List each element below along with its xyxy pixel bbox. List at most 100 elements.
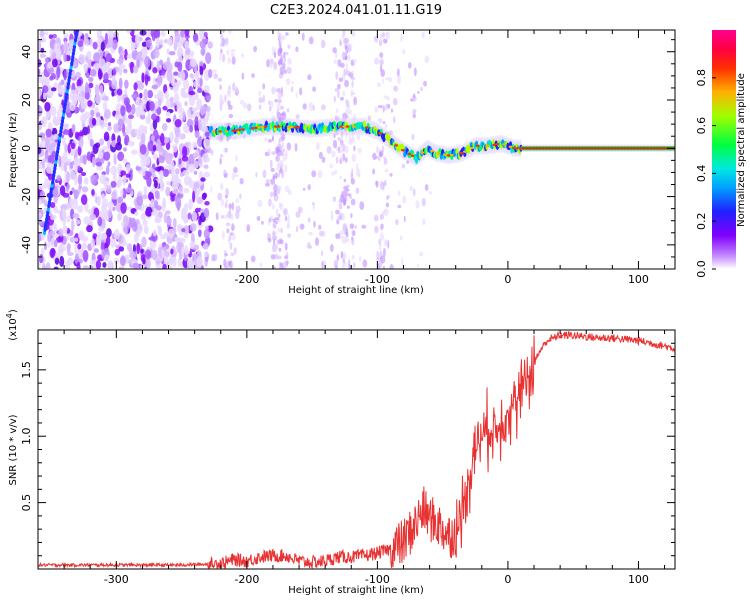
noise-blob: [146, 100, 151, 112]
noise-blob: [233, 166, 238, 174]
noise-blob: [183, 175, 191, 186]
noise-blob: [38, 231, 42, 243]
noise-blob: [343, 68, 347, 76]
noise-blob: [275, 216, 280, 221]
noise-blob: [110, 32, 114, 39]
noise-blob: [315, 142, 320, 151]
noise-blob: [203, 171, 211, 178]
noise-blob: [382, 31, 386, 38]
noise-blob: [232, 136, 238, 140]
noise-blob: [242, 102, 248, 109]
noise-blob: [189, 73, 194, 78]
noise-blob: [46, 180, 51, 190]
noise-blob: [329, 163, 333, 169]
x-tick-label: -300: [104, 573, 129, 586]
noise-blob: [139, 144, 147, 155]
noise-blob: [80, 194, 88, 206]
noise-blob: [219, 84, 222, 91]
noise-blob: [192, 81, 199, 88]
noise-blob: [85, 56, 89, 64]
noise-blob: [287, 44, 291, 49]
ridge-peak: [257, 126, 262, 129]
noise-blob: [186, 257, 193, 269]
noise-blob: [69, 197, 74, 206]
noise-blob: [267, 148, 272, 155]
noise-blob: [188, 94, 196, 107]
noise-blob: [284, 149, 288, 158]
ridge-peak: [394, 144, 399, 147]
noise-blob: [160, 133, 165, 144]
noise-blob: [121, 221, 125, 227]
noise-blob: [122, 123, 126, 135]
noise-blob: [148, 236, 155, 241]
ridge-peak: [590, 147, 595, 150]
noise-blob: [341, 130, 344, 138]
ridge-peak: [277, 125, 281, 128]
noise-blob: [156, 60, 160, 69]
noise-blob: [171, 165, 175, 178]
noise-blob: [91, 117, 97, 126]
noise-blob: [150, 198, 155, 207]
noise-blob: [110, 180, 117, 188]
noise-blob: [342, 212, 345, 222]
noise-blob: [95, 259, 102, 269]
noise-blob: [41, 247, 45, 256]
noise-blob: [220, 48, 223, 54]
noise-blob: [112, 206, 116, 212]
noise-blob: [151, 84, 159, 90]
noise-blob: [251, 73, 255, 78]
noise-blob: [373, 214, 379, 222]
noise-blob: [152, 153, 158, 160]
noise-blob: [107, 122, 112, 127]
ridge-peak: [616, 147, 621, 150]
noise-blob: [171, 180, 179, 190]
ridge-cell: [414, 156, 419, 164]
noise-blob: [107, 209, 113, 219]
noise-blob: [89, 38, 93, 47]
noise-blob: [50, 87, 57, 92]
noise-blob: [132, 65, 139, 74]
noise-blob: [176, 101, 183, 114]
noise-blob: [106, 185, 112, 194]
noise-blob: [73, 237, 79, 242]
noise-blob: [269, 159, 273, 169]
noise-blob: [333, 59, 337, 64]
noise-blob: [66, 171, 71, 183]
noise-blob: [141, 41, 148, 47]
noise-blob: [53, 41, 61, 54]
noise-blob: [142, 257, 146, 265]
noise-blob: [123, 158, 128, 164]
noise-blob: [318, 151, 323, 159]
noise-blob: [47, 232, 51, 243]
noise-blob: [69, 101, 76, 112]
noise-blob: [74, 131, 79, 140]
noise-blob: [38, 59, 42, 68]
noise-blob: [199, 77, 203, 87]
noise-blob: [231, 202, 235, 211]
noise-blob: [420, 87, 423, 92]
noise-blob: [50, 214, 57, 221]
noise-blob: [137, 82, 145, 90]
noise-blob: [421, 31, 425, 39]
spectrogram-x-axis-label: Height of straight line (km): [288, 285, 424, 296]
noise-blob: [402, 195, 407, 204]
noise-blob: [152, 67, 158, 74]
noise-blob: [280, 227, 283, 234]
noise-blob: [135, 96, 140, 106]
spectrogram-heatmap: [38, 30, 675, 269]
noise-blob: [337, 83, 341, 90]
noise-blob: [384, 104, 388, 112]
noise-blob: [307, 217, 311, 223]
noise-blob: [277, 227, 281, 233]
noise-blob: [353, 59, 357, 64]
noise-blob: [144, 30, 152, 37]
ridge-peak: [378, 132, 382, 135]
noise-blob: [208, 68, 213, 79]
ridge-peak: [224, 130, 229, 133]
noise-blob: [100, 193, 105, 200]
noise-blob: [117, 151, 125, 162]
noise-blob: [378, 157, 381, 161]
noise-blob: [87, 58, 92, 71]
noise-blob: [219, 182, 224, 191]
noise-blob: [147, 89, 154, 99]
